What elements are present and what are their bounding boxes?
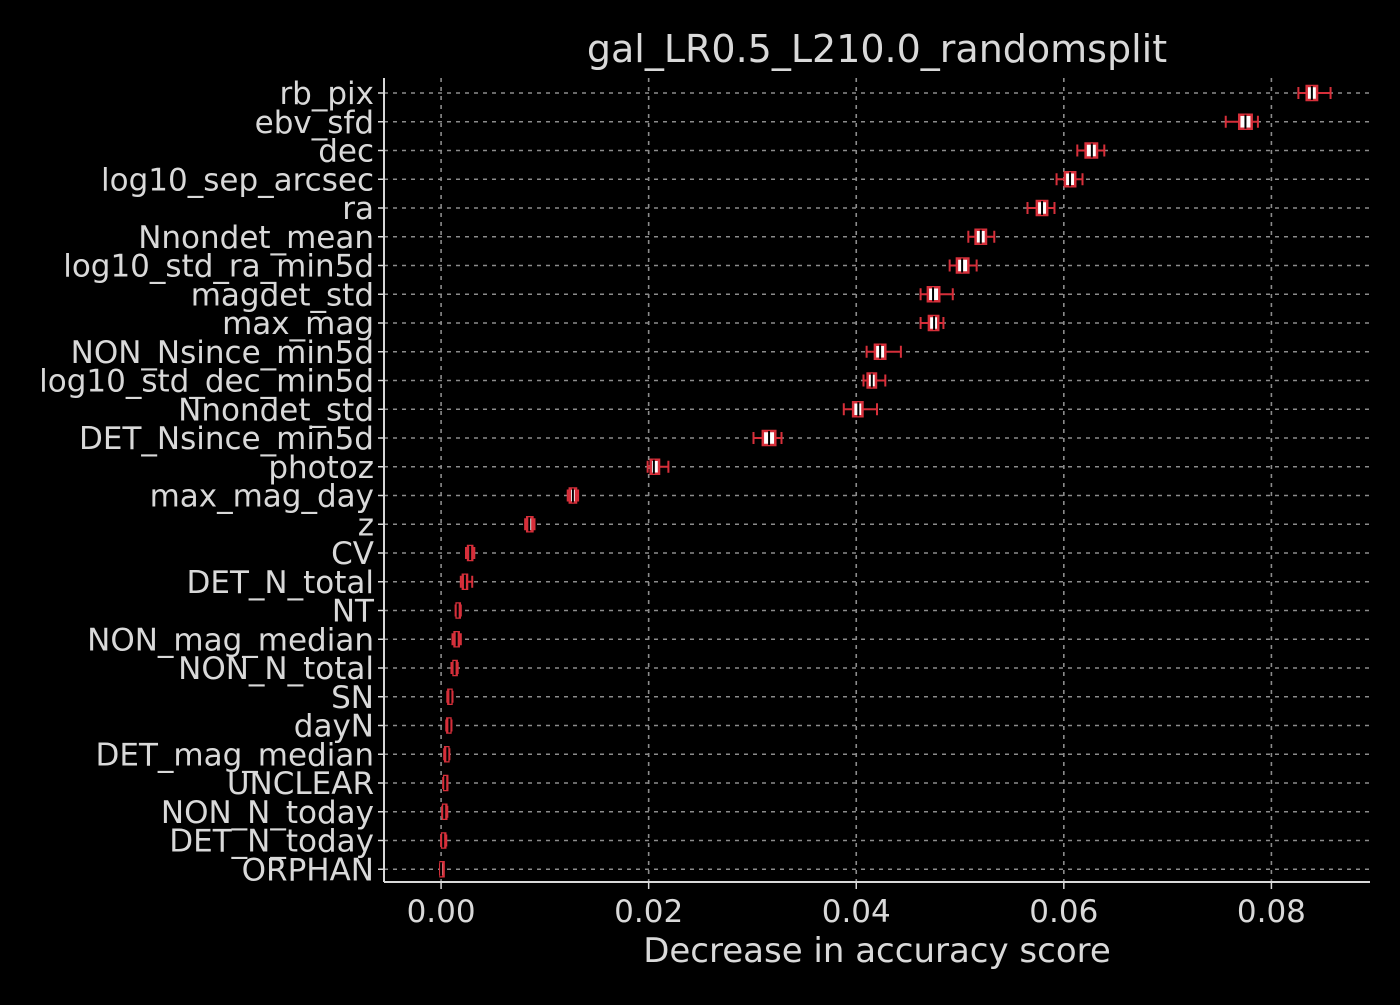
box-log10-std-dec-min5d	[862, 372, 887, 389]
box-ra	[1026, 199, 1056, 217]
y-tick-label: ebv_sfd	[255, 105, 374, 141]
y-tick-label: ra	[342, 191, 374, 227]
y-tick-label: Nnondet_std	[178, 392, 374, 428]
x-axis-label: Decrease in accuracy score	[643, 931, 1111, 971]
box-det-n-total	[459, 573, 474, 590]
box-magdet-std	[919, 286, 954, 303]
x-tick-label: 0.04	[822, 894, 891, 930]
box-nnondet-std	[842, 401, 878, 418]
box-z	[524, 516, 536, 533]
y-tick-label: max_mag	[222, 306, 374, 342]
box-nt	[454, 602, 462, 619]
x-tick-label: 0.08	[1237, 894, 1306, 930]
x-tick-label: 0.02	[614, 894, 683, 930]
box-log10-std-ra-min5d	[948, 257, 978, 274]
y-tick-label: DET_mag_median	[96, 737, 374, 773]
y-tick-label: NON_N_total	[178, 651, 374, 687]
y-tick-label: DET_N_today	[169, 824, 374, 860]
chart-title: gal_LR0.5_L210.0_randomsplit	[587, 27, 1167, 71]
box-nnondet-mean	[967, 228, 996, 245]
box-dayn	[445, 717, 453, 734]
box-photoz	[646, 458, 670, 475]
box-layer	[439, 84, 1332, 878]
box-ebv-sfd	[1224, 113, 1259, 130]
y-tick-label: log10_std_dec_min5d	[39, 364, 374, 400]
y-tick-label: log10_sep_arcsec	[101, 162, 374, 198]
y-tick-label: max_mag_day	[150, 479, 374, 515]
y-tick-label: NON_Nsince_min5d	[71, 335, 374, 371]
y-tick-label: NON_N_today	[161, 795, 374, 831]
y-tick-label: z	[358, 507, 374, 543]
x-tick-label: 0.00	[407, 894, 476, 930]
y-tick-label: dayN	[294, 709, 374, 745]
box-non-n-today	[441, 803, 449, 820]
y-tick-label: DET_Nsince_min5d	[79, 421, 374, 457]
grid-layer	[384, 78, 1370, 882]
box-log10-sep-arcsec	[1055, 171, 1084, 188]
y-tick-label: NON_mag_median	[87, 622, 374, 658]
box-det-nsince-min5d	[752, 429, 783, 447]
box-det-mag-median	[443, 746, 451, 763]
box-non-nsince-min5d	[865, 343, 902, 360]
y-tick-label: DET_N_total	[187, 565, 374, 601]
y-tick-label: log10_std_ra_min5d	[63, 249, 374, 285]
axis-layer: rb_pixebv_sfddeclog10_sep_arcsecraNnonde…	[39, 76, 1370, 930]
y-tick-label: NT	[332, 594, 375, 630]
y-tick-label: rb_pix	[279, 76, 374, 112]
y-tick-label: UNCLEAR	[227, 766, 374, 802]
y-tick-label: ORPHAN	[242, 852, 374, 888]
box-non-n-total	[450, 659, 459, 677]
box-unclear	[442, 774, 449, 792]
y-tick-label: CV	[331, 536, 374, 572]
box-iqr	[649, 458, 661, 475]
box-cv	[464, 544, 476, 562]
y-tick-label: magdet_std	[191, 277, 374, 313]
y-tick-label: Nnondet_mean	[138, 220, 374, 256]
box-max-mag	[919, 314, 945, 332]
y-tick-label: photoz	[268, 450, 374, 486]
y-tick-label: SN	[331, 680, 374, 716]
box-non-mag-median	[451, 631, 462, 648]
y-tick-label: dec	[318, 134, 374, 170]
box-rb-pix	[1297, 84, 1332, 102]
box-orphan	[439, 861, 445, 878]
box-max-mag-day	[566, 487, 580, 504]
box-dec	[1076, 142, 1106, 159]
box-sn	[446, 688, 454, 705]
x-tick-label: 0.06	[1029, 894, 1098, 930]
box-det-n-today	[440, 832, 448, 849]
